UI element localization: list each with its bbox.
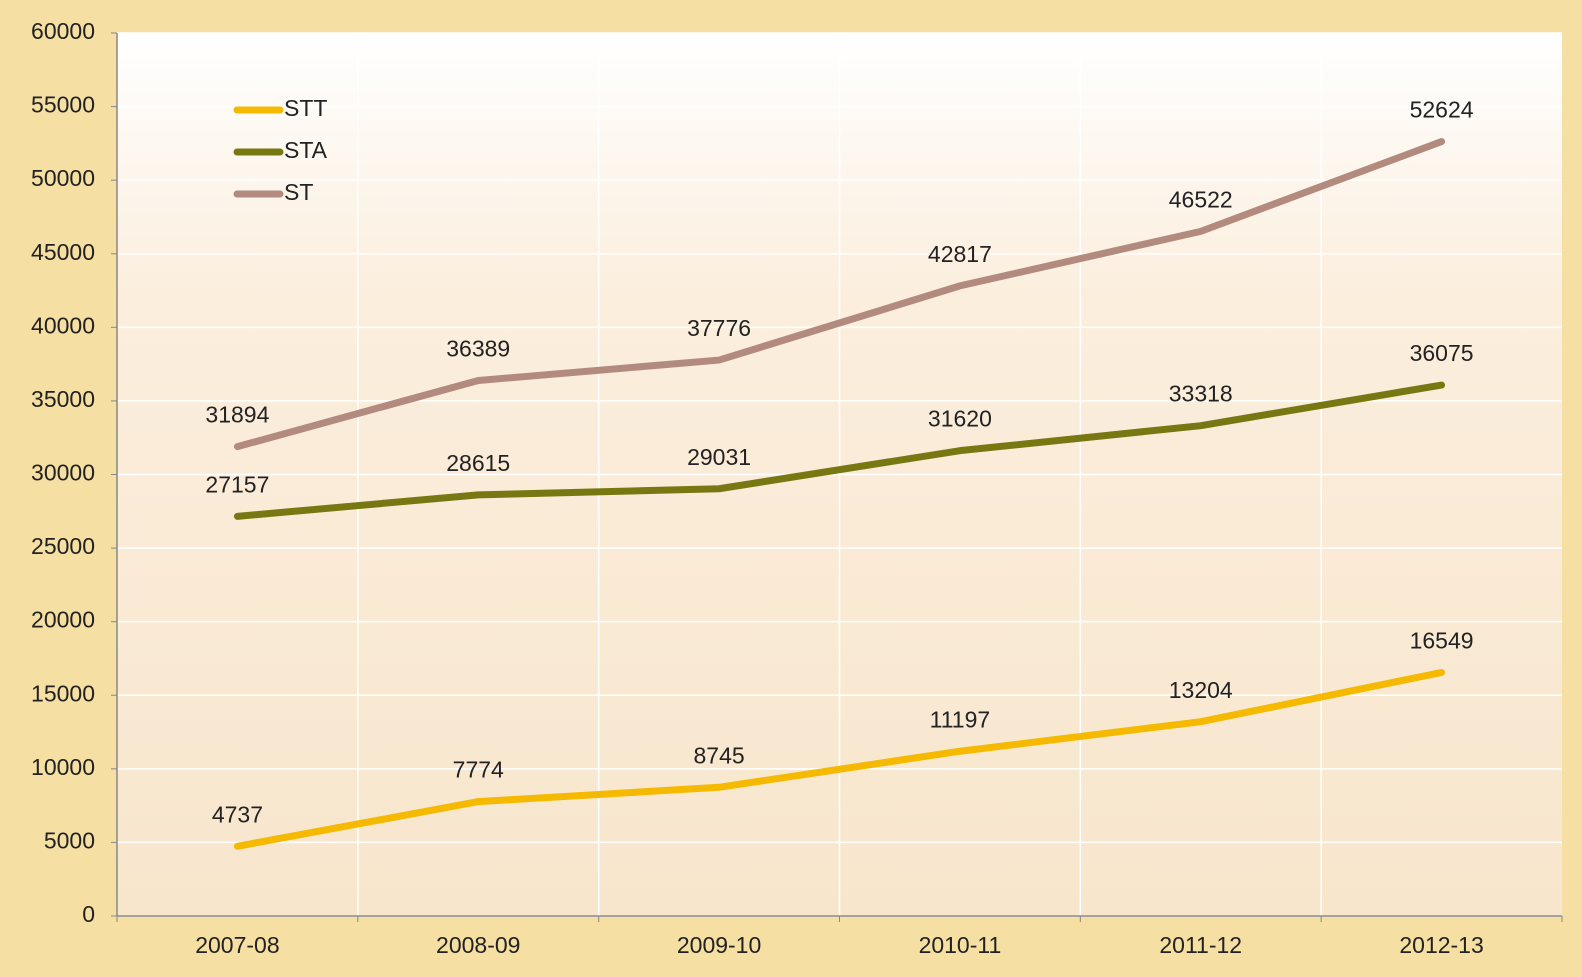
data-label: 46522 — [1169, 186, 1233, 212]
x-tick-label: 2009-10 — [677, 932, 761, 958]
data-label: 4737 — [212, 801, 263, 827]
legend-label: ST — [284, 179, 313, 205]
data-label: 36075 — [1410, 340, 1474, 366]
legend-label: STT — [284, 95, 327, 121]
data-label: 31894 — [205, 402, 269, 428]
data-label: 37776 — [687, 315, 751, 341]
y-tick-label: 50000 — [31, 165, 95, 191]
data-label: 27157 — [205, 471, 269, 497]
data-label: 7774 — [453, 757, 504, 783]
data-label: 11197 — [930, 706, 991, 732]
y-tick-label: 20000 — [31, 607, 95, 633]
data-label: 36389 — [446, 336, 510, 362]
data-label: 42817 — [928, 241, 992, 267]
y-tick-label: 10000 — [31, 754, 95, 780]
x-tick-label: 2011-12 — [1159, 932, 1242, 958]
y-tick-label: 55000 — [31, 92, 95, 118]
data-label: 33318 — [1169, 381, 1233, 407]
data-label: 28615 — [446, 450, 510, 476]
y-tick-label: 5000 — [44, 827, 95, 853]
series-line — [233, 138, 1446, 451]
series-line — [233, 381, 1446, 520]
data-label: 31620 — [928, 406, 992, 432]
y-tick-label: 25000 — [31, 533, 95, 559]
data-label: 8745 — [693, 742, 744, 768]
x-tick-label: 2008-09 — [436, 932, 520, 958]
data-label: 13204 — [1169, 677, 1233, 703]
x-tick-label: 2007-08 — [195, 932, 279, 958]
y-tick-label: 35000 — [31, 386, 95, 412]
y-tick-label: 30000 — [31, 460, 95, 486]
y-tick-label: 45000 — [31, 239, 95, 265]
y-tick-label: 40000 — [31, 312, 95, 338]
series-line — [233, 668, 1446, 850]
y-tick-label: 15000 — [31, 680, 95, 706]
x-tick-label: 2010-11 — [919, 932, 1002, 958]
legend-label: STA — [284, 137, 328, 163]
data-label: 16549 — [1410, 628, 1474, 654]
data-label: 29031 — [687, 444, 751, 470]
data-label: 52624 — [1410, 97, 1474, 123]
x-tick-label: 2012-13 — [1399, 932, 1483, 958]
y-tick-label: 0 — [82, 901, 95, 927]
y-tick-label: 60000 — [31, 18, 95, 44]
